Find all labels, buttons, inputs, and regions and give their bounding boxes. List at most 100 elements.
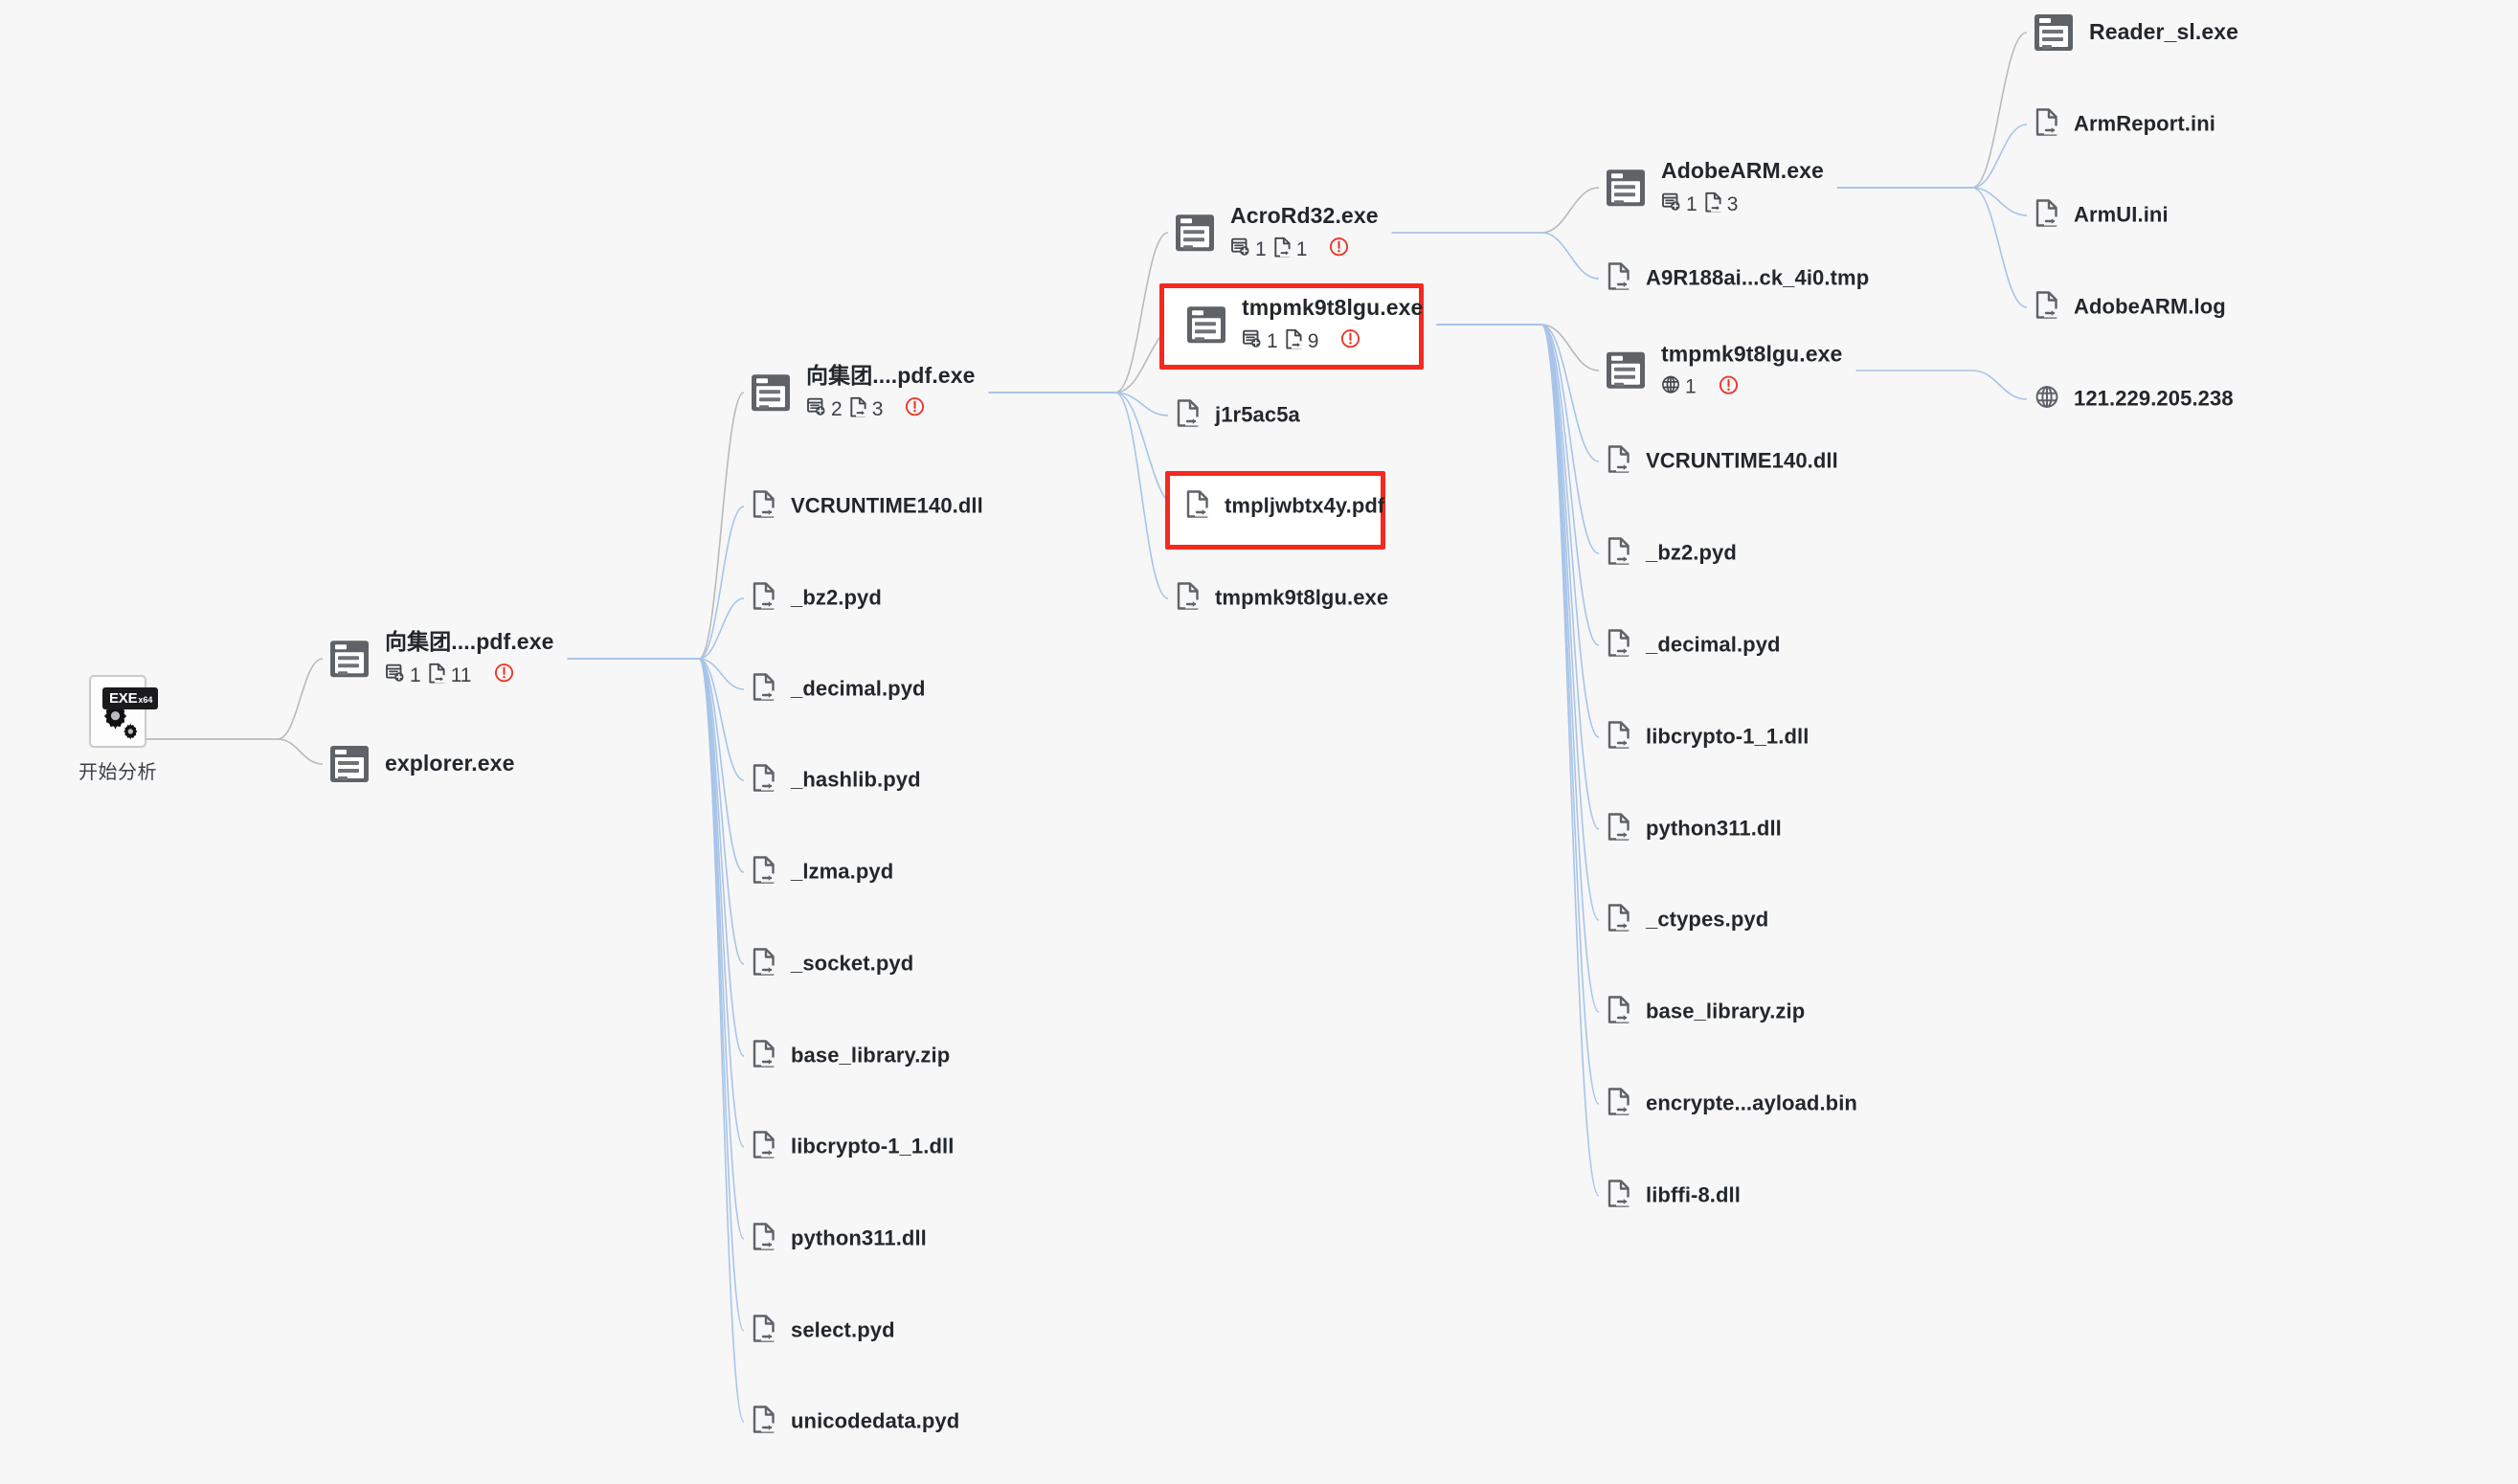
node-label: VCRUNTIME140.dll	[791, 493, 983, 518]
tree-node-n-explorer[interactable]: explorer.exe	[330, 746, 514, 782]
edge-n-tmpmk-3-to-n-tmpmk-4	[1436, 324, 1600, 371]
edge-n-xjt-1-to-f2-bz2	[567, 597, 745, 660]
badge-alert[interactable]	[494, 663, 514, 687]
alert-exclamation-icon[interactable]	[1329, 236, 1349, 261]
file-write-icon	[1185, 490, 1210, 524]
file-write-icon	[752, 1040, 776, 1073]
node-label: libcrypto-1_1.dll	[1646, 724, 1810, 749]
edge-n-xjt-2-to-n-tmpmk-3	[988, 324, 1180, 393]
spawned-process-icon	[385, 663, 405, 687]
process-window-icon	[1607, 169, 1645, 206]
file-write-icon	[752, 948, 776, 981]
file-write-icon	[752, 856, 776, 889]
node-label: _socket.pyd	[791, 951, 914, 976]
tree-node-f2-select[interactable]: select.pyd	[752, 1315, 895, 1348]
tree-node-f4-decimal[interactable]: _decimal.pyd	[1607, 629, 1781, 663]
node-label: _ctypes.pyd	[1646, 907, 1769, 932]
edge-n-xjt-1-to-f2-socket	[567, 658, 745, 965]
tree-node-f2-hashlib[interactable]: _hashlib.pyd	[752, 764, 921, 798]
tree-node-f4-python311[interactable]: python311.dll	[1607, 813, 1782, 846]
file-write-icon	[752, 582, 776, 616]
tree-node-f2-python311[interactable]: python311.dll	[752, 1223, 927, 1256]
tree-node-n-xjt-2[interactable]: 向集团....pdf.exe 2 3	[752, 363, 975, 422]
tree-node-f4-libcrypto[interactable]: libcrypto-1_1.dll	[1607, 721, 1809, 754]
tree-node-f5-armreport[interactable]: ArmReport.ini	[2035, 108, 2215, 142]
edge-n-xjt-1-to-f2-lzma	[567, 658, 745, 873]
root-node-start-analysis[interactable]: EXE x64 开始分析	[79, 675, 159, 784]
tree-node-f3-tmpmk[interactable]: tmpmk9t8lgu.exe	[1176, 582, 1388, 616]
edge-n-xjt-2-to-f3-j1r5ac5a	[988, 392, 1169, 416]
badge-count: 9	[1307, 329, 1319, 352]
file-write-icon	[1607, 904, 1631, 937]
file-write-icon	[2035, 291, 2059, 325]
alert-exclamation-icon[interactable]	[1340, 328, 1360, 353]
edge-n-tmpmk-3-to-f4-ctypes	[1436, 324, 1600, 921]
node-label: AdobeARM.exe	[1661, 158, 1824, 184]
node-label: libcrypto-1_1.dll	[791, 1134, 955, 1158]
badge-write: 9	[1285, 328, 1319, 354]
badge-count: 1	[410, 663, 421, 686]
edge-root-to-n-explorer	[144, 738, 324, 765]
tree-node-f4-ctypes[interactable]: _ctypes.pyd	[1607, 904, 1768, 937]
node-label: tmpmk9t8lgu.exe	[1661, 341, 1843, 367]
node-label: unicodedata.pyd	[791, 1408, 960, 1433]
edge-n-xjt-1-to-f2-select	[567, 658, 745, 1332]
tree-node-f4-bz2[interactable]: _bz2.pyd	[1607, 537, 1737, 571]
process-window-icon	[330, 641, 369, 677]
process-window-icon	[2035, 14, 2073, 51]
tree-node-f5-armui[interactable]: ArmUI.ini	[2035, 199, 2169, 233]
file-write-icon	[2035, 108, 2059, 142]
tree-node-n-adobearm[interactable]: AdobeARM.exe 1 3	[1607, 158, 1824, 217]
edge-n-xjt-1-to-f2-vcruntime	[567, 506, 745, 660]
tree-node-f2-libcrypto[interactable]: libcrypto-1_1.dll	[752, 1131, 954, 1164]
node-label: AcroRd32.exe	[1230, 203, 1379, 229]
edge-n-tmpmk-3-to-f4-encrypted	[1436, 324, 1600, 1105]
tree-node-f4-vcruntime[interactable]: VCRUNTIME140.dll	[1607, 445, 1838, 479]
tree-node-f2-bz2[interactable]: _bz2.pyd	[752, 582, 882, 616]
tree-node-n-acrord32[interactable]: AcroRd32.exe 1 1	[1176, 203, 1379, 262]
node-label: 121.229.205.238	[2074, 386, 2234, 411]
tree-node-f4-baselib[interactable]: base_library.zip	[1607, 996, 1805, 1029]
badge-alert[interactable]	[905, 396, 925, 421]
tree-node-f2-baselib[interactable]: base_library.zip	[752, 1040, 950, 1073]
tree-node-f2-socket[interactable]: _socket.pyd	[752, 948, 913, 981]
node-label: _hashlib.pyd	[791, 767, 921, 792]
spawned-process-icon	[1230, 236, 1250, 261]
node-label: Reader_sl.exe	[2089, 19, 2239, 45]
tree-node-f5-adobearmlog[interactable]: AdobeARM.log	[2035, 291, 2226, 325]
tree-node-n-tmpmk-3[interactable]: tmpmk9t8lgu.exe 1 9	[1187, 295, 1423, 354]
badge-alert[interactable]	[1329, 236, 1349, 261]
tree-node-f2-decimal[interactable]: _decimal.pyd	[752, 673, 926, 707]
tree-node-f3-j1r5ac5a[interactable]: j1r5ac5a	[1176, 399, 1300, 433]
globe-icon	[1661, 375, 1680, 399]
tree-node-f5-ip[interactable]: 121.229.205.238	[2035, 385, 2234, 415]
tree-node-n-tmpmk-4[interactable]: tmpmk9t8lgu.exe 1	[1607, 342, 1842, 400]
tree-node-f2-vcruntime[interactable]: VCRUNTIME140.dll	[752, 490, 983, 524]
tree-node-f2-lzma[interactable]: _lzma.pyd	[752, 856, 893, 889]
tree-node-n-readersl[interactable]: Reader_sl.exe	[2035, 14, 2238, 51]
badge-count: 11	[450, 663, 472, 686]
tree-node-f4-a9r188[interactable]: A9R188ai...ck_4i0.tmp	[1607, 262, 1869, 296]
edge-n-tmpmk-3-to-f4-python311	[1436, 324, 1600, 830]
edge-n-xjt-1-to-f2-libcrypto	[567, 658, 745, 1148]
alert-exclamation-icon[interactable]	[494, 663, 514, 687]
edge-n-tmpmk-3-to-f4-libcrypto	[1436, 324, 1600, 738]
alert-exclamation-icon[interactable]	[1719, 374, 1739, 399]
tree-node-f3-tmpljwbtx4y[interactable]: tmpljwbtx4y.pdf	[1185, 490, 1384, 524]
badge-count: 1	[1685, 375, 1697, 398]
edge-n-xjt-2-to-n-acrord32	[988, 232, 1169, 393]
node-label: base_library.zip	[791, 1043, 951, 1068]
badge-spawn: 2	[806, 396, 843, 421]
file-write-icon	[752, 1315, 776, 1348]
node-label: libffi-8.dll	[1646, 1182, 1741, 1207]
tree-node-n-xjt-1[interactable]: 向集团....pdf.exe 1 11	[330, 629, 553, 688]
tree-node-f4-libffi[interactable]: libffi-8.dll	[1607, 1180, 1741, 1213]
edge-n-xjt-1-to-f2-unicodedata	[567, 658, 745, 1423]
tree-node-f4-encrypted[interactable]: encrypte...ayload.bin	[1607, 1088, 1857, 1121]
file-write-icon	[1176, 582, 1201, 616]
alert-exclamation-icon[interactable]	[905, 396, 925, 421]
badge-alert[interactable]	[1719, 374, 1739, 399]
badge-alert[interactable]	[1340, 328, 1360, 353]
tree-node-f2-unicodedata[interactable]: unicodedata.pyd	[752, 1405, 959, 1439]
